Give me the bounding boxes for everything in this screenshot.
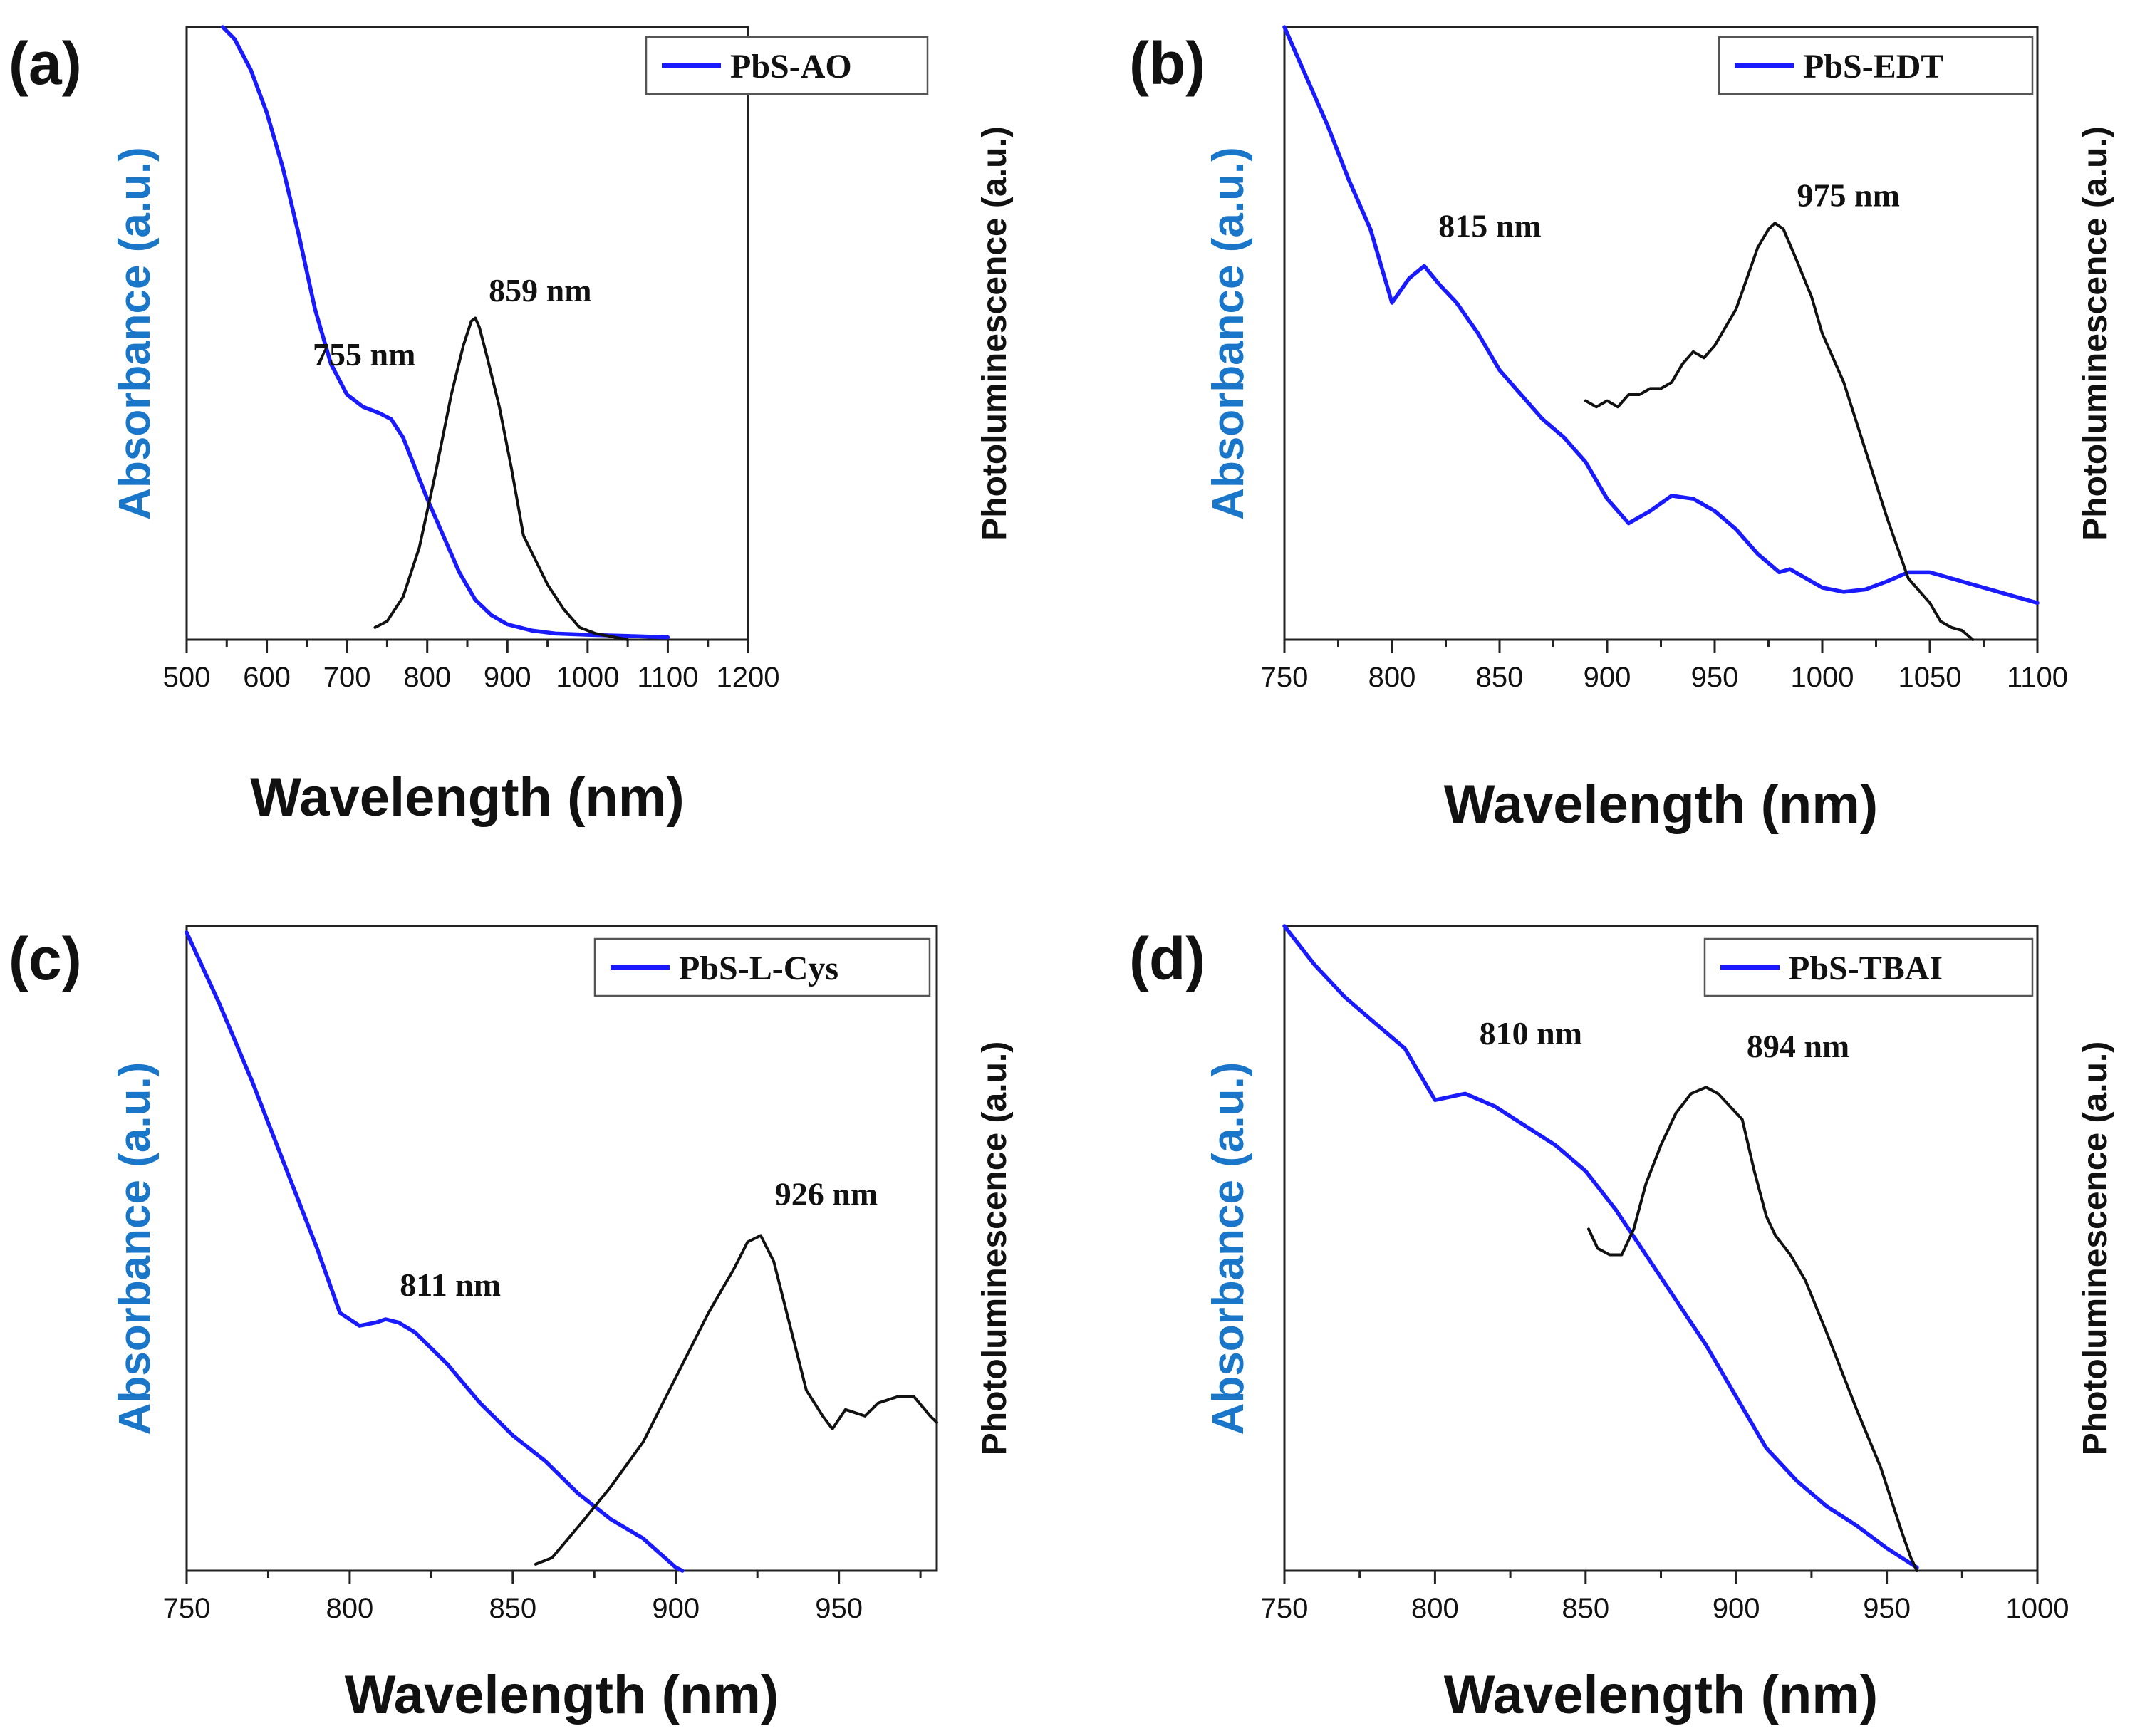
peak-annotation: 811 nm <box>400 1267 501 1303</box>
x-tick-label: 750 <box>1261 662 1309 693</box>
plot-frame <box>1283 925 2039 1572</box>
x-tick-label: 700 <box>323 662 371 693</box>
photoluminescence-line <box>534 1234 938 1566</box>
chart-panel-2: 750 800 850 900 950 1000 1050 1100 Wavelength (n… <box>1129 25 2114 835</box>
x-tick-label: 900 <box>652 1593 700 1624</box>
y-axis-label-absorbance: Absorbance (a.u.) <box>1204 1062 1253 1435</box>
x-tick-label: 800 <box>1411 1593 1459 1624</box>
legend: PbS-TBAI <box>1703 937 2034 997</box>
photoluminescence-line <box>373 316 630 641</box>
chart-panel-1: 500 600 700 800 900 1000 1100 1200 Wavelength (n… <box>9 25 1014 828</box>
legend: PbS-L-Cys <box>593 937 931 997</box>
peak-annotation: 755 nm <box>313 336 415 373</box>
x-tick-label: 1050 <box>1898 662 1962 693</box>
absorbance-line <box>1282 924 1919 1570</box>
x-axis-label: Wavelength (nm) <box>1444 1665 1878 1725</box>
x-tick-label: 800 <box>403 662 451 693</box>
plot-frame <box>1283 26 2039 641</box>
photoluminescence-line <box>1584 222 1975 641</box>
panel-letter: (b) <box>1129 30 1205 97</box>
x-tick-label: 950 <box>815 1593 863 1624</box>
x-tick-label: 1000 <box>1791 662 1854 693</box>
x-axis-label: Wavelength (nm) <box>345 1665 779 1725</box>
y-axis-label-photoluminescence: Photoluminescence (a.u.) <box>2077 126 2114 540</box>
peak-annotation: 859 nm <box>489 272 591 308</box>
x-tick-label: 850 <box>1476 662 1524 693</box>
panel-letter: (a) <box>9 30 82 97</box>
x-tick-label: 750 <box>163 1593 211 1624</box>
y-axis-label-photoluminescence: Photoluminescence (a.u.) <box>976 1041 1014 1455</box>
x-tick-label: 500 <box>163 662 211 693</box>
x-tick-label: 800 <box>1368 662 1416 693</box>
panel-letter: (d) <box>1129 925 1205 992</box>
y-axis-label-absorbance: Absorbance (a.u.) <box>110 147 160 520</box>
chart-panel-3: 750 800 850 900 950 Wavelength (nm) Absorbance… <box>9 925 1014 1725</box>
x-tick-label: 900 <box>1584 662 1631 693</box>
chart-panel-4: 750 800 850 900 950 1000 Wavelength (nm) Absorb… <box>1129 924 2114 1725</box>
absorbance-line <box>1282 25 2040 605</box>
x-tick-label: 1000 <box>2006 1593 2069 1624</box>
x-tick-label: 950 <box>1863 1593 1911 1624</box>
x-axis-label: Wavelength (nm) <box>250 767 684 828</box>
x-tick-label: 600 <box>243 662 291 693</box>
legend-label: PbS-AO <box>730 48 852 85</box>
x-tick-label: 900 <box>1713 1593 1760 1624</box>
x-tick-label: 850 <box>489 1593 536 1624</box>
peak-annotation: 894 nm <box>1747 1028 1849 1064</box>
x-tick-label: 1200 <box>717 662 780 693</box>
x-tick-label: 950 <box>1691 662 1739 693</box>
x-tick-label: 1000 <box>556 662 619 693</box>
peak-annotation: 815 nm <box>1438 208 1541 244</box>
y-axis-label-photoluminescence: Photoluminescence (a.u.) <box>2077 1041 2114 1455</box>
x-tick-label: 850 <box>1562 1593 1609 1624</box>
peak-annotation: 810 nm <box>1480 1015 1582 1051</box>
legend: PbS-EDT <box>1718 36 2034 95</box>
x-tick-label: 1100 <box>637 662 698 693</box>
y-axis-label-absorbance: Absorbance (a.u.) <box>1204 147 1253 520</box>
x-axis-label: Wavelength (nm) <box>1444 774 1878 835</box>
legend-label: PbS-TBAI <box>1789 950 1943 987</box>
photoluminescence-line <box>1587 1086 1918 1572</box>
x-tick-label: 1100 <box>2007 662 2068 693</box>
y-axis-label-absorbance: Absorbance (a.u.) <box>110 1062 160 1435</box>
plot-frame <box>185 925 938 1572</box>
y-axis-label-photoluminescence: Photoluminescence (a.u.) <box>976 126 1014 540</box>
absorbance-line <box>220 25 670 640</box>
peak-annotation: 975 nm <box>1797 177 1900 214</box>
panel-letter: (c) <box>9 925 82 992</box>
legend-label: PbS-L-Cys <box>679 950 838 987</box>
x-tick-label: 900 <box>484 662 531 693</box>
x-tick-label: 750 <box>1261 1593 1309 1624</box>
legend-label: PbS-EDT <box>1803 48 1943 85</box>
x-tick-label: 800 <box>326 1593 374 1624</box>
peak-annotation: 926 nm <box>775 1175 878 1212</box>
legend: PbS-AO <box>645 36 929 95</box>
absorbance-line <box>185 930 685 1573</box>
